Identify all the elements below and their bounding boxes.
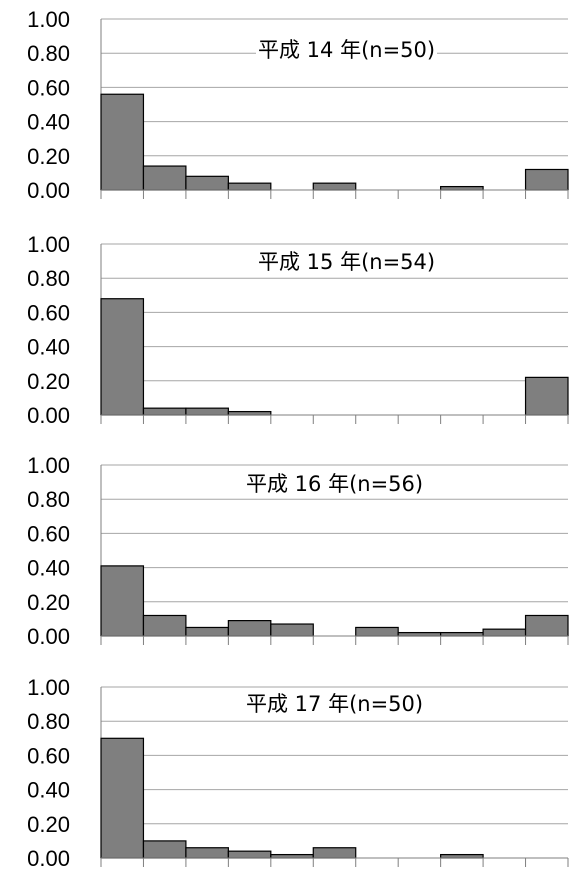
y-tick-label: 0.60 xyxy=(27,300,70,325)
chart-panel-1: 0.00 0.20 0.40 0.60 0.80 1.00 平成 14 年(n=50) xyxy=(0,0,570,218)
bar xyxy=(142,407,187,416)
bar xyxy=(440,631,484,637)
bar xyxy=(482,628,527,637)
y-tick-label: 0.40 xyxy=(27,556,70,581)
chart-svg-2: 0.00 0.20 0.40 0.60 0.80 1.00 xyxy=(27,232,569,428)
chart-title-4: 平成 17 年(n=50) xyxy=(244,688,426,718)
bar xyxy=(312,847,357,859)
y-tick-label: 0.60 xyxy=(27,743,70,768)
y-tick-label: 0.00 xyxy=(27,403,70,428)
bar xyxy=(227,182,272,191)
y-tick-label: 0.60 xyxy=(27,521,70,546)
bar xyxy=(440,185,484,191)
y-tick-label: 0.60 xyxy=(27,75,70,100)
chart-panel-3: 0.00 0.20 0.40 0.60 0.80 1.00 平成 16 年(n=56) xyxy=(0,446,570,664)
bar xyxy=(227,620,272,637)
chart-title-3: 平成 16 年(n=56) xyxy=(244,468,426,498)
y-tick-label: 0.40 xyxy=(27,778,70,803)
bar xyxy=(185,626,229,637)
y-tick-label: 1.00 xyxy=(27,232,70,257)
bar xyxy=(142,614,187,637)
bar xyxy=(312,182,357,191)
bar xyxy=(270,853,314,859)
bar xyxy=(185,175,229,191)
bar xyxy=(185,847,229,859)
y-tick-label: 1.00 xyxy=(27,453,70,478)
y-tick-label: 0.20 xyxy=(27,369,70,394)
chart-panel-4: 0.00 0.20 0.40 0.60 0.80 1.00 平成 17 年(n=50) xyxy=(0,668,570,886)
bar xyxy=(185,407,229,416)
y-tick-label: 0.20 xyxy=(27,144,70,169)
y-tick-label: 1.00 xyxy=(27,675,70,700)
y-tick-label: 0.80 xyxy=(27,266,70,291)
bar xyxy=(397,631,442,637)
y-tick-label: 0.00 xyxy=(27,846,70,871)
bar xyxy=(100,93,145,191)
chart-title-1: 平成 14 年(n=50) xyxy=(256,34,438,64)
y-tick-label: 0.80 xyxy=(27,709,70,734)
bar xyxy=(440,853,484,859)
chart-svg-1: 0.00 0.20 0.40 0.60 0.80 1.00 xyxy=(27,7,569,203)
chart-svg-4: 0.00 0.20 0.40 0.60 0.80 1.00 xyxy=(27,675,569,871)
bar xyxy=(100,565,145,637)
bar xyxy=(524,376,569,416)
y-tick-label: 0.00 xyxy=(27,178,70,203)
y-tick-label: 1.00 xyxy=(27,7,70,32)
bar xyxy=(227,850,272,859)
y-tick-label: 0.40 xyxy=(27,110,70,135)
bar xyxy=(355,626,399,637)
chart-panel-2: 0.00 0.20 0.40 0.60 0.80 1.00 平成 15 年(n=54) xyxy=(0,225,570,443)
bar xyxy=(227,410,272,416)
bar xyxy=(524,168,569,191)
chart-svg-3: 0.00 0.20 0.40 0.60 0.80 1.00 xyxy=(27,453,569,649)
bar xyxy=(100,737,145,859)
bar xyxy=(270,623,314,637)
bar xyxy=(100,298,145,416)
bar xyxy=(524,614,569,637)
bar xyxy=(142,840,187,859)
y-tick-label: 0.20 xyxy=(27,812,70,837)
y-tick-label: 0.40 xyxy=(27,335,70,360)
y-tick-label: 0.20 xyxy=(27,590,70,615)
y-tick-label: 0.00 xyxy=(27,624,70,649)
y-tick-label: 0.80 xyxy=(27,41,70,66)
y-tick-label: 0.80 xyxy=(27,487,70,512)
bar xyxy=(142,165,187,191)
chart-title-2: 平成 15 年(n=54) xyxy=(256,246,438,276)
